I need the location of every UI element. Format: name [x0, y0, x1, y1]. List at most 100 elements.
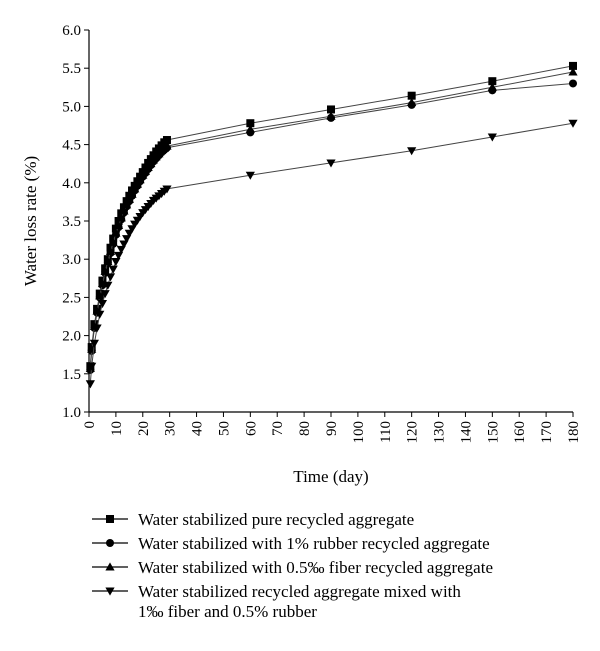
data-point-circle: [106, 539, 114, 547]
data-point-triangle-up: [103, 256, 113, 265]
data-point-triangle-down: [92, 324, 102, 333]
data-point-triangle-up: [95, 291, 105, 300]
legend-item-triangle-up: Water stabilized with 0.5‰ fiber recycle…: [92, 558, 493, 577]
y-axis-title: Water loss rate (%): [21, 156, 40, 286]
data-point-triangle-down: [108, 265, 118, 274]
x-tick-label: 120: [405, 421, 421, 444]
x-tick-label: 50: [216, 421, 232, 436]
x-tick-label: 20: [136, 421, 152, 436]
legend-item-square: Water stabilized pure recycled aggregate: [92, 510, 414, 529]
legend-label: Water stabilized with 0.5‰ fiber recycle…: [138, 558, 493, 577]
data-point-triangle-up: [130, 184, 140, 193]
series-layer: [85, 61, 578, 389]
y-tick-label: 3.0: [62, 252, 81, 268]
data-point-square: [407, 91, 416, 100]
axes-layer: 1.0 1.5 2.0 2.5 3.0 3.5 4.0 4.5 5.0 5.5 6.0 0 10 20 30…: [62, 23, 582, 444]
series-triangle-down: [85, 119, 578, 389]
x-tick-label: 140: [458, 421, 474, 444]
x-tick-label: 160: [512, 421, 528, 444]
data-point-triangle-up: [108, 237, 118, 246]
data-point-triangle-down: [97, 300, 108, 309]
x-tick-label: 130: [432, 421, 448, 444]
y-tick-label: 2.5: [62, 290, 81, 306]
data-point-triangle-up: [113, 220, 124, 230]
legend-item-triangle-down: Water stabilized recycled aggregate mixe…: [92, 582, 461, 621]
data-point-square: [162, 136, 171, 145]
data-point-triangle-down: [568, 119, 578, 128]
data-point-triangle-up: [105, 562, 115, 571]
data-point-triangle-up: [100, 266, 110, 275]
data-point-triangle-down: [245, 171, 255, 180]
data-point-triangle-down: [111, 258, 121, 267]
y-tick-label: 2.0: [62, 329, 81, 345]
series-line: [89, 83, 574, 371]
data-point-triangle-up: [245, 124, 255, 133]
data-point-triangle-up: [487, 82, 497, 91]
data-point-triangle-down: [105, 273, 116, 282]
data-point-triangle-down: [487, 133, 497, 142]
legend-label: Water stabilized pure recycled aggregate: [138, 510, 414, 529]
data-point-triangle-down: [87, 362, 97, 371]
data-point-triangle-down: [89, 339, 99, 348]
x-axis-title: Time (day): [293, 467, 368, 486]
x-tick-label: 170: [539, 421, 555, 444]
data-point-triangle-down: [162, 185, 172, 194]
data-point-triangle-up: [111, 228, 121, 237]
data-point-triangle-up: [407, 97, 417, 107]
y-tick-label: 5.0: [62, 99, 81, 115]
x-tick-label: 90: [324, 421, 340, 436]
data-point-triangle-down: [105, 587, 115, 596]
series-square: [86, 61, 577, 371]
y-tick-label: 5.5: [62, 61, 81, 77]
data-point-square: [569, 61, 577, 70]
y-tick-label: 4.5: [62, 138, 81, 154]
data-point-triangle-up: [119, 206, 129, 215]
data-point-triangle-down: [407, 147, 417, 156]
data-point-triangle-up: [326, 111, 336, 120]
data-point-triangle-up: [568, 67, 578, 76]
legend-label: Water stabilized with 1% rubber recycled…: [138, 534, 490, 553]
x-tick-label: 100: [351, 421, 367, 444]
y-tick-label: 1.0: [62, 405, 81, 421]
x-tick-label: 150: [485, 421, 501, 444]
data-point-triangle-up: [116, 213, 126, 222]
series-triangle-up: [85, 67, 578, 372]
data-point-square: [488, 77, 497, 86]
data-point-triangle-down: [103, 281, 113, 290]
data-point-triangle-up: [124, 195, 134, 204]
data-point-circle: [569, 79, 577, 88]
y-tick-label: 3.5: [62, 214, 81, 230]
data-point-triangle-up: [97, 279, 108, 288]
data-point-triangle-up: [135, 175, 145, 184]
data-point-triangle-up: [127, 189, 137, 198]
x-tick-label: 0: [82, 421, 98, 429]
series-circle: [86, 79, 577, 374]
data-point-triangle-up: [122, 200, 132, 209]
legend-label: Water stabilized recycled aggregate mixe…: [138, 582, 461, 601]
x-tick-label: 70: [270, 421, 286, 436]
legend: Water stabilized pure recycled aggregate…: [92, 510, 493, 621]
data-point-triangle-down: [326, 159, 336, 168]
x-tick-label: 40: [190, 421, 206, 436]
x-tick-label: 80: [297, 421, 313, 436]
data-point-triangle-down: [100, 290, 110, 299]
y-tick-label: 1.5: [62, 367, 81, 383]
x-tick-label: 10: [109, 421, 125, 436]
legend-item-circle: Water stabilized with 1% rubber recycled…: [92, 534, 490, 553]
x-tick-label: 110: [378, 421, 394, 443]
y-tick-label: 4.0: [62, 176, 81, 192]
legend-label: 1‰ fiber and 0.5% rubber: [138, 602, 317, 621]
data-point-triangle-up: [162, 141, 172, 150]
data-point-square: [327, 105, 335, 114]
data-point-triangle-down: [95, 310, 105, 319]
x-tick-label: 30: [163, 421, 179, 436]
data-point-square: [106, 515, 114, 523]
x-tick-label: 60: [243, 421, 259, 436]
data-point-triangle-down: [113, 251, 124, 260]
x-tick-label: 180: [566, 421, 582, 444]
data-point-triangle-down: [85, 380, 95, 389]
data-point-triangle-up: [132, 179, 142, 188]
y-tick-label: 6.0: [62, 23, 81, 39]
